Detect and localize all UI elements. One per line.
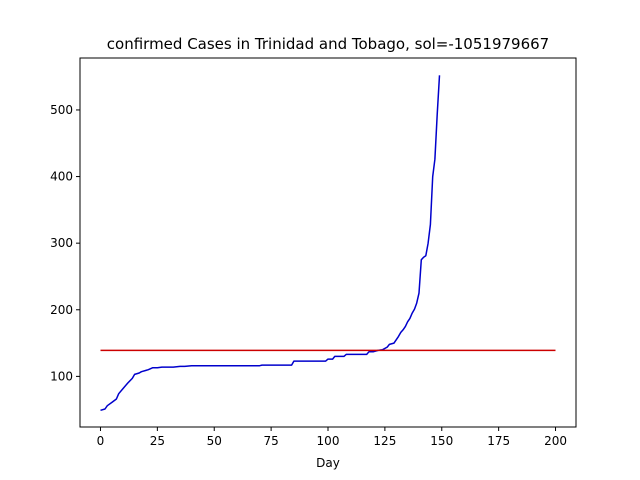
x-tick-label: 100 — [317, 434, 340, 448]
x-tick-label: 50 — [207, 434, 222, 448]
x-tick-label: 200 — [544, 434, 567, 448]
series-line-0 — [100, 75, 441, 412]
x-tick-label: 125 — [373, 434, 396, 448]
y-tick-label: 500 — [50, 103, 73, 117]
y-tick-label: 300 — [50, 236, 73, 250]
x-tick-label: 175 — [487, 434, 510, 448]
x-tick-label: 150 — [430, 434, 453, 448]
y-tick-label: 400 — [50, 170, 73, 184]
x-axis: 0 25 50 75 100 125 150 175 200 — [97, 427, 567, 448]
x-tick-label: 25 — [150, 434, 165, 448]
x-tick-label: 75 — [263, 434, 278, 448]
y-tick-label: 100 — [50, 369, 73, 383]
x-tick-label: 0 — [97, 434, 105, 448]
y-axis: 100 200 300 400 500 — [50, 103, 80, 383]
plot-area — [100, 75, 556, 412]
y-tick-label: 200 — [50, 303, 73, 317]
chart-title: confirmed Cases in Trinidad and Tobago, … — [107, 35, 549, 53]
x-axis-label: Day — [316, 456, 340, 470]
